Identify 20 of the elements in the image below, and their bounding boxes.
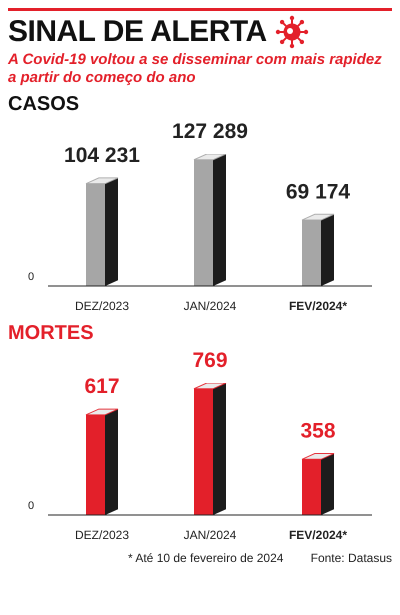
data-label: 104 231	[64, 144, 140, 167]
data-label: 358	[300, 420, 336, 443]
chart-title: MORTES	[8, 322, 95, 345]
x-tick-label: DEZ/2023	[74, 528, 130, 542]
x-tick-label: JAN/2024	[184, 299, 237, 313]
x-tick-label: JAN/2024	[184, 528, 237, 542]
data-label: 127 289	[172, 120, 248, 143]
data-label: 769	[192, 349, 228, 372]
chart-title: CASOS	[8, 93, 80, 116]
x-tick-label: DEZ/2023	[74, 299, 130, 313]
data-label: 69 174	[286, 180, 350, 204]
text: 0	[28, 500, 34, 512]
data-label: 617	[84, 375, 120, 398]
source-note: Fonte: Datasus	[310, 551, 392, 565]
text: SINAL DE ALERTA	[8, 15, 267, 49]
x-tick-label: FEV/2024*	[288, 528, 348, 542]
text: 0	[28, 271, 34, 283]
x-tick-label: FEV/2024*	[288, 299, 348, 313]
text: * Até 10 de fevereiro de 2024	[128, 551, 284, 565]
text: A Covid-19 voltou a se disseminar com mais rapidez a partir do começo do ano	[8, 51, 383, 87]
